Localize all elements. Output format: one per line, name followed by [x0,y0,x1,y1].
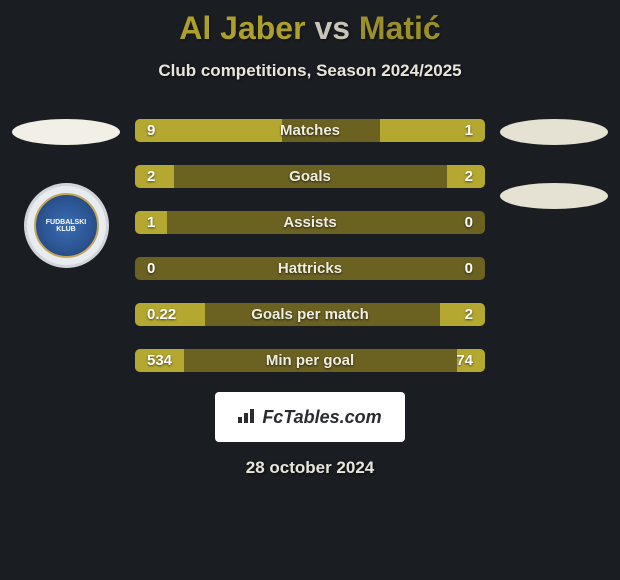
stat-row: 00Hattricks [135,257,485,280]
right-column [499,119,609,209]
player1-flag-placeholder [12,119,120,145]
chart-icon [238,407,258,428]
player2-name: Matić [359,10,441,46]
player1-club-badge: FUDBALSKI KLUB [24,183,109,268]
left-column: FUDBALSKI KLUB [11,119,121,268]
stat-row: 10Assists [135,211,485,234]
vs-text: vs [314,10,350,46]
stat-label: Hattricks [135,260,485,277]
snapshot-date: 28 october 2024 [0,458,620,478]
stat-label: Assists [135,214,485,231]
club-badge-inner: FUDBALSKI KLUB [34,193,99,258]
source-logo-text: FcTables.com [262,407,381,428]
stat-label: Goals per match [135,306,485,323]
stat-bars: 91Matches 22Goals 10Assists 00Hattricks 0.22… [135,119,485,372]
player2-club-placeholder [500,183,608,209]
player1-name: Al Jaber [179,10,305,46]
comparison-title: Al Jaber vs Matić [0,0,620,47]
stat-label: Min per goal [135,352,485,369]
source-logo: FcTables.com [238,407,381,428]
player2-flag-placeholder [500,119,608,145]
stat-row: 22Goals [135,165,485,188]
stat-label: Matches [135,122,485,139]
source-logo-box: FcTables.com [215,392,405,442]
stat-row: 53474Min per goal [135,349,485,372]
stat-row: 0.222Goals per match [135,303,485,326]
stat-label: Goals [135,168,485,185]
stat-row: 91Matches [135,119,485,142]
subtitle: Club competitions, Season 2024/2025 [0,61,620,81]
comparison-content: FUDBALSKI KLUB 91Matches 22Goals 10Assists… [0,119,620,372]
